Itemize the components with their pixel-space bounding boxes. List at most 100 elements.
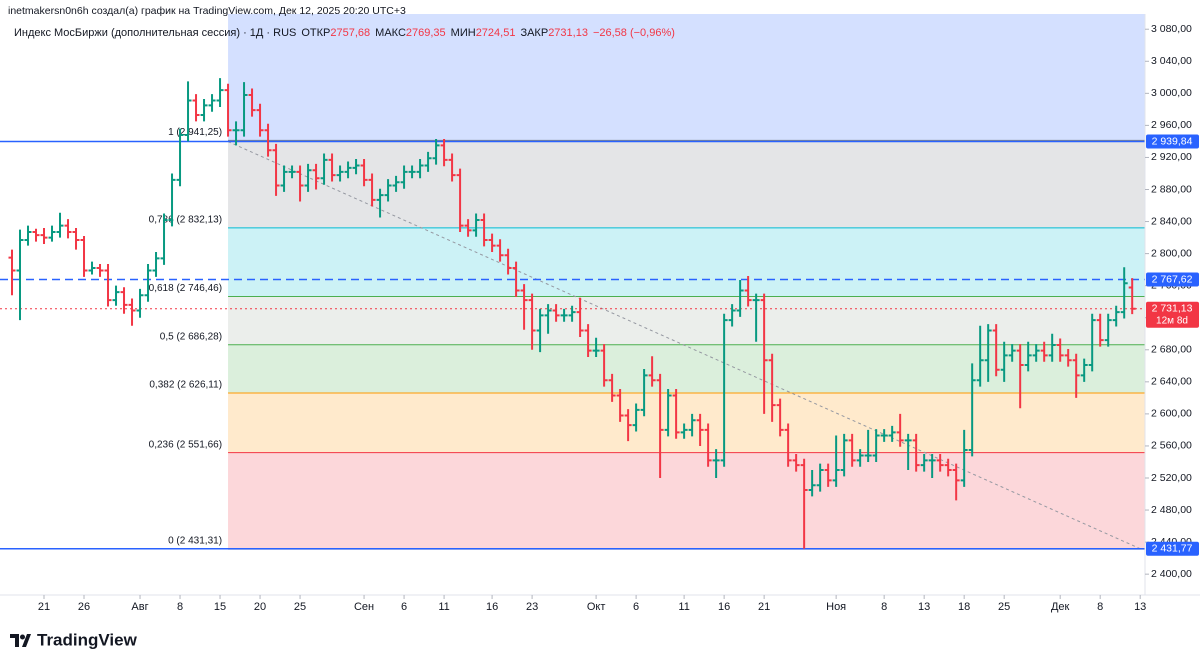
ohlc-bar	[640, 369, 648, 417]
ohlc-bar	[496, 239, 504, 262]
ohlc-bar	[88, 261, 96, 275]
ohlc-bar	[288, 165, 296, 179]
y-tick-label: 2 480,00	[1151, 504, 1192, 516]
ohlc-bar	[792, 453, 800, 472]
ohlc-bar	[360, 159, 368, 187]
ohlc-bar	[72, 227, 80, 250]
ohlc-bar	[616, 389, 624, 422]
ohlc-bar	[312, 163, 320, 190]
ohlc-bar	[1040, 341, 1048, 362]
x-tick-label: Ноя	[826, 601, 846, 613]
ohlc-bar	[152, 252, 160, 277]
ohlc-bar	[576, 297, 584, 337]
y-tick-label: 2 560,00	[1151, 440, 1192, 452]
ohlc-bar	[224, 83, 232, 137]
ohlc-bar	[1048, 333, 1056, 362]
ohlc-bar	[952, 463, 960, 501]
ohlc-bar	[800, 458, 808, 549]
ohlc-bar	[1032, 344, 1040, 362]
ohlc-bar	[728, 304, 736, 327]
fib-level-label: 0,382 (2 626,11)	[149, 380, 222, 391]
x-tick-label: 18	[958, 601, 970, 613]
fib-zone	[228, 344, 1146, 393]
ohlc-bar	[912, 433, 920, 472]
x-tick-label: 21	[758, 601, 770, 613]
ohlc-bar	[720, 313, 728, 467]
ohlc-bar	[144, 264, 152, 302]
fib-level-label: 0,236 (2 551,66)	[149, 439, 222, 450]
ohlc-bar	[464, 219, 472, 237]
ohlc-bar	[776, 398, 784, 437]
fib-zone	[228, 392, 1146, 453]
ohlc-bar	[848, 433, 856, 467]
ohlc-bar	[680, 423, 688, 439]
x-tick-label: 11	[438, 601, 449, 613]
ohlc-bar	[16, 229, 24, 321]
ohlc-bar	[704, 423, 712, 467]
ohlc-bar	[184, 81, 192, 142]
ohlc-bar	[488, 233, 496, 253]
legend-value: 2769,35	[406, 27, 446, 39]
brand: TradingView	[37, 630, 138, 649]
ohlc-bar	[1112, 305, 1120, 327]
ohlc-bar	[232, 121, 240, 146]
ohlc-bar	[8, 249, 16, 296]
ohlc-bar	[888, 425, 896, 442]
ohlc-bar	[840, 433, 848, 477]
y-tick-label: 2 960,00	[1151, 119, 1192, 131]
x-tick-label: 8	[177, 601, 183, 613]
price-label-box	[1146, 134, 1199, 149]
ohlc-bar	[1000, 341, 1008, 382]
ohlc-bar	[656, 373, 664, 478]
ohlc-bar	[320, 153, 328, 185]
ohlc-bar	[600, 344, 608, 387]
ohlc-bar	[560, 308, 568, 322]
ohlc-bar	[1056, 338, 1064, 362]
ohlc-bar	[944, 458, 952, 477]
ohlc-bar	[128, 298, 136, 326]
ohlc-bar	[1008, 344, 1016, 362]
x-tick-label: 6	[633, 601, 639, 613]
ohlc-bar	[632, 403, 640, 432]
x-tick-label: 16	[486, 601, 498, 613]
legend-value: 2724,51	[476, 27, 516, 39]
ohlc-bar	[1104, 313, 1112, 347]
ohlc-bar	[936, 453, 944, 472]
ohlc-bar	[48, 225, 56, 242]
ohlc-bar	[592, 337, 600, 357]
x-tick-label: 23	[526, 601, 538, 613]
ohlc-bar	[120, 287, 128, 314]
ohlc-bar	[392, 175, 400, 192]
ohlc-bar	[240, 82, 248, 137]
legend-name: Индекс МосБиржи (дополнительная сессия) …	[14, 27, 296, 39]
x-tick-label: 16	[718, 601, 730, 613]
x-tick-label: 25	[998, 601, 1010, 613]
ohlc-bar	[968, 363, 976, 457]
x-tick-label: 26	[78, 601, 90, 613]
fib-level-label: 0 (2 431,31)	[168, 536, 222, 547]
logo-icon	[10, 634, 31, 647]
ohlc-bar	[880, 429, 888, 442]
price-label: 2 731,13	[1152, 303, 1193, 315]
legend-key: МИН	[451, 27, 476, 39]
ohlc-bar	[384, 179, 392, 202]
ohlc-bar	[696, 413, 704, 446]
y-tick-label: 2 840,00	[1151, 215, 1192, 227]
price-label: 2 431,77	[1152, 542, 1193, 554]
ohlc-bar	[872, 429, 880, 462]
plot-area: 1 (2 941,25) 0,786 (2 832,13) 0,618 (2 746…	[0, 14, 1146, 550]
ohlc-bar	[624, 409, 632, 442]
ohlc-bar	[1120, 267, 1128, 319]
ohlc-bar	[472, 213, 480, 237]
x-tick-label: 20	[254, 601, 266, 613]
ohlc-bar	[1128, 278, 1136, 315]
y-tick-label: 2 920,00	[1151, 151, 1192, 163]
ohlc-bar	[176, 128, 184, 187]
ohlc-bar	[920, 453, 928, 472]
ohlc-bar	[280, 165, 288, 192]
ohlc-bar	[752, 293, 760, 342]
fib-level-label: 0,5 (2 686,28)	[160, 331, 222, 342]
x-tick-label: 8	[1097, 601, 1103, 613]
ohlc-bar	[784, 423, 792, 467]
